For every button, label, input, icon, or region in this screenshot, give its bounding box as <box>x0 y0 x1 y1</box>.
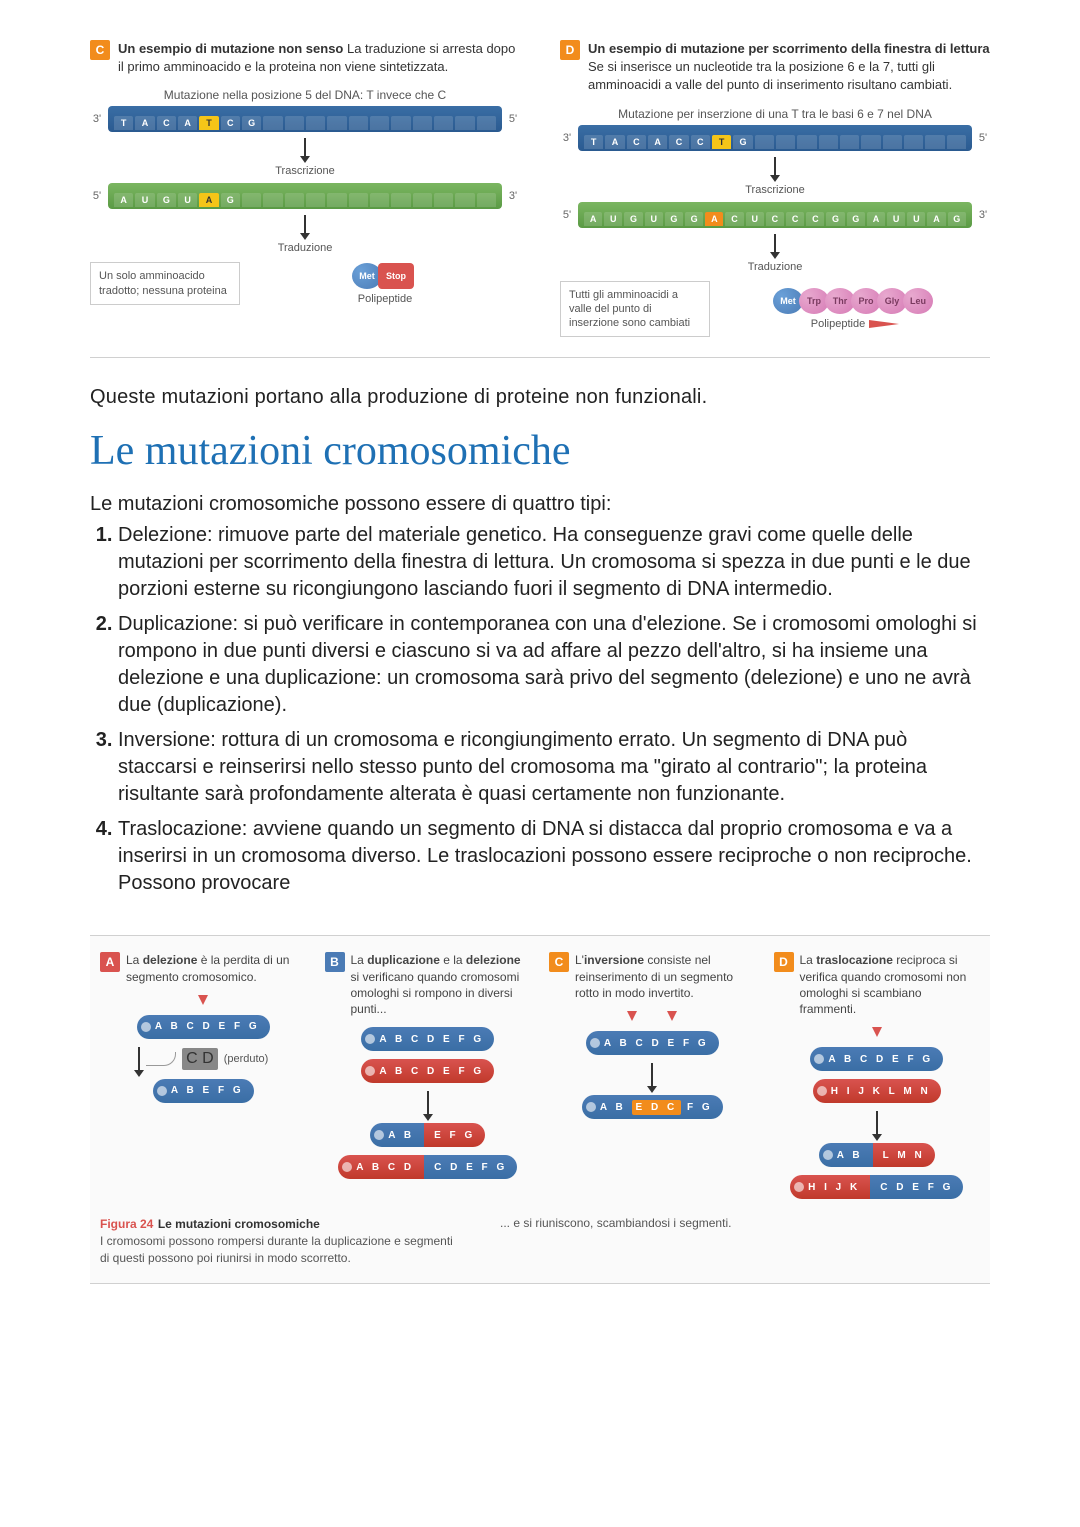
fig-deletion: A La delezione è la perdita di un segmen… <box>100 952 307 1199</box>
summary-note: Queste mutazioni portano alla produzione… <box>90 386 990 409</box>
down-arrow-icon <box>876 1111 878 1135</box>
chromosome: H I J K L M N <box>813 1079 941 1103</box>
dna-strand-d: 3' TACACCTG 5' <box>560 125 990 151</box>
translation-arrow-d: Traduzione <box>560 234 990 273</box>
list-item: Duplicazione: si può verificare in conte… <box>118 611 990 719</box>
figure-text-2: ... e si riuniscono, scambiandosi i segm… <box>500 1215 731 1232</box>
chromosome: A B E F G <box>153 1079 254 1103</box>
translation-label: Traduzione <box>278 242 333 254</box>
down-arrow-icon <box>651 1063 653 1087</box>
lost-segment: C D (perduto) <box>138 1047 268 1071</box>
fig-c-desc: L'inversione consiste nel reinserimento … <box>575 952 756 1001</box>
aa-chain-d: MetTrpThrProGlyLeu <box>720 288 990 314</box>
chromosome: A B C D E F G <box>586 1031 719 1055</box>
panel-c-title: Un esempio di mutazione non senso <box>118 41 343 56</box>
rna-strand-d: 5' AUGUGGACUCCCGGAUUAG 3' <box>560 202 990 228</box>
top-mutation-panels: C Un esempio di mutazione non senso La t… <box>90 40 990 358</box>
panel-c-note: Un solo amminoacido tradotto; nessuna pr… <box>90 262 240 305</box>
aa-stop: Stop <box>378 263 414 289</box>
fig-badge-d: D <box>774 952 794 972</box>
rna-strand-c: 5' AUGUAG 3' <box>90 183 520 209</box>
panel-c-caption: Mutazione nella posizione 5 del DNA: T i… <box>90 88 520 102</box>
transcription-arrow-c: Trascrizione <box>90 138 520 177</box>
panel-d-note: Tutti gli amminoacidi a valle del punto … <box>560 281 710 338</box>
chromosome-mixed: A B L M N <box>819 1143 935 1167</box>
list-item: Inversione: rottura di un cromosoma e ri… <box>118 727 990 808</box>
figure-text-1: I cromosomi possono rompersi durante la … <box>100 1233 460 1267</box>
polypeptide-label-d: Polipeptide <box>720 318 990 330</box>
chromosome-mixed: H I J K C D E F G <box>790 1175 963 1199</box>
chromosome-inverted: A B E D C F G <box>582 1095 723 1119</box>
chromosome-mixed: A B C D C D E F G <box>338 1155 517 1179</box>
panel-frameshift-mutation: D Un esempio di mutazione per scorriment… <box>560 40 990 337</box>
translation-arrow-c: Traduzione <box>90 215 520 254</box>
section-heading: Le mutazioni cromosomiche <box>90 427 990 475</box>
polypeptide-arrow-icon <box>869 320 899 328</box>
fig-badge-b: B <box>325 952 345 972</box>
chromosome: A B C D E F G <box>361 1027 494 1051</box>
fig-b-desc: La duplicazione e la delezione si verifi… <box>351 952 532 1017</box>
fig-duplication: B La duplicazione e la delezione si veri… <box>325 952 532 1199</box>
panel-d-desc-text: Se si inserisce un nucleotide tra la pos… <box>588 59 952 92</box>
chromosome: A B C D E F G <box>137 1015 270 1039</box>
three-prime-label: 3' <box>90 113 104 125</box>
panel-c-description: Un esempio di mutazione non senso La tra… <box>118 40 520 76</box>
list-item: Traslocazione: avviene quando un segment… <box>118 816 990 897</box>
panel-nonsense-mutation: C Un esempio di mutazione non senso La t… <box>90 40 520 337</box>
break-arrow-icon <box>667 1011 677 1021</box>
fig-badge-a: A <box>100 952 120 972</box>
figure-number: Figura 24 <box>100 1217 153 1231</box>
fig-badge-c: C <box>549 952 569 972</box>
panel-badge-c: C <box>90 40 110 60</box>
break-arrow-icon <box>198 995 208 1005</box>
list-intro: Le mutazioni cromosomiche possono essere… <box>90 493 990 516</box>
panel-d-description: Un esempio di mutazione per scorrimento … <box>588 40 990 95</box>
down-arrow-icon <box>427 1091 429 1115</box>
figure-caption: Figura 24 Le mutazioni cromosomiche I cr… <box>100 1215 980 1267</box>
polypeptide-label-c: Polipeptide <box>250 293 520 305</box>
list-item: Delezione: rimuove parte del materiale g… <box>118 522 990 603</box>
chromosome-mixed: A B E F G <box>370 1123 485 1147</box>
chromosome: A B C D E F G <box>361 1059 494 1083</box>
break-arrow-icon <box>872 1027 882 1037</box>
break-arrow-icon <box>627 1011 637 1021</box>
figure-24: A La delezione è la perdita di un segmen… <box>90 935 990 1283</box>
transcription-label: Trascrizione <box>275 165 335 177</box>
fig-inversion: C L'inversione consiste nel reinseriment… <box>549 952 756 1199</box>
panel-d-caption: Mutazione per inserzione di una T tra le… <box>560 107 990 121</box>
chromosome: A B C D E F G <box>810 1047 943 1071</box>
panel-d-title: Un esempio di mutazione per scorrimento … <box>588 41 990 56</box>
five-prime-label: 5' <box>506 113 520 125</box>
aa-chain-c: Met Stop <box>250 263 520 289</box>
fig-a-desc: La delezione è la perdita di un segmento… <box>126 952 307 984</box>
dna-strand-c: 3' TACATCG 5' <box>90 106 520 132</box>
transcription-arrow-d: Trascrizione <box>560 157 990 196</box>
mutation-types-list: Delezione: rimuove parte del materiale g… <box>90 522 990 897</box>
panel-badge-d: D <box>560 40 580 60</box>
fig-translocation: D La traslocazione reciproca si verifica… <box>774 952 981 1199</box>
fig-d-desc: La traslocazione reciproca si verifica q… <box>800 952 981 1017</box>
down-arrow-icon <box>138 1047 140 1071</box>
figure-title: Le mutazioni cromosomiche <box>158 1217 320 1231</box>
